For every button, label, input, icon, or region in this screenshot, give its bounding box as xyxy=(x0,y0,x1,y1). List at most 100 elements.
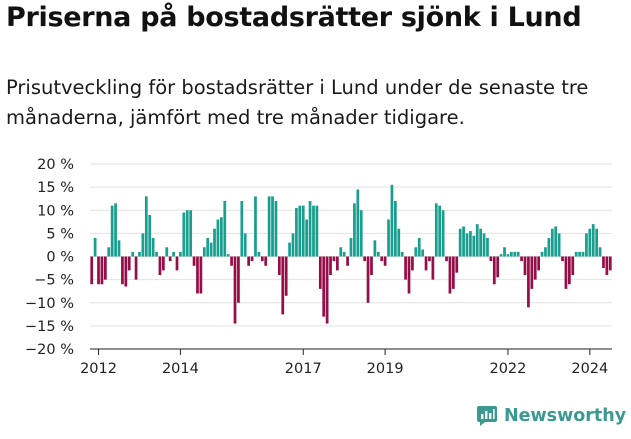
bar xyxy=(383,256,387,266)
bar xyxy=(509,251,513,257)
bar xyxy=(250,256,254,262)
bar xyxy=(370,256,373,275)
bar xyxy=(237,256,240,303)
bar xyxy=(544,247,547,257)
bar xyxy=(602,256,605,269)
bar xyxy=(513,251,517,257)
bar xyxy=(127,256,131,271)
bar xyxy=(110,205,114,257)
bar xyxy=(591,224,595,257)
bar xyxy=(479,228,483,257)
y-tick-label: −10 % xyxy=(25,296,74,312)
bar xyxy=(581,251,585,257)
chart-title: Priserna på bostadsrätter sjönk i Lund xyxy=(6,2,582,33)
y-tick-label: 0 % xyxy=(46,250,74,266)
bar xyxy=(489,256,493,262)
bar xyxy=(421,249,425,257)
last-value-annotation: −3 % xyxy=(563,0,604,4)
bar xyxy=(151,238,155,257)
bar xyxy=(441,210,445,257)
y-tick-label: 20 % xyxy=(37,157,74,173)
bar xyxy=(400,251,404,257)
bar xyxy=(417,238,421,257)
bar xyxy=(397,228,401,257)
bar xyxy=(540,251,544,257)
bar xyxy=(342,251,346,257)
bar xyxy=(571,256,575,275)
bar xyxy=(458,228,462,257)
bar xyxy=(315,205,319,257)
bar xyxy=(134,256,138,280)
bar xyxy=(240,201,244,257)
bar xyxy=(506,254,510,257)
newsworthy-logo[interactable]: Newsworthy xyxy=(476,405,626,427)
bar xyxy=(230,256,233,266)
bar xyxy=(179,251,182,257)
bar xyxy=(206,238,210,257)
x-tick-label: 2024 xyxy=(571,361,608,377)
bar xyxy=(462,226,465,257)
bar xyxy=(475,224,479,257)
bar xyxy=(414,247,418,257)
bar xyxy=(216,219,220,257)
bar xyxy=(281,256,285,315)
bar xyxy=(168,256,172,262)
bar xyxy=(199,256,203,294)
bar xyxy=(196,256,199,294)
bar xyxy=(155,251,158,257)
bar xyxy=(223,201,227,257)
bar xyxy=(411,256,414,271)
bar xyxy=(520,256,523,262)
bar xyxy=(554,226,558,257)
bar xyxy=(407,256,411,294)
bar xyxy=(185,210,189,257)
bar xyxy=(161,256,165,271)
bar xyxy=(165,247,169,257)
bar xyxy=(308,201,312,257)
bar xyxy=(172,251,175,257)
bar xyxy=(359,210,363,257)
x-tick-label: 2014 xyxy=(162,361,199,377)
bar xyxy=(284,256,288,296)
bar xyxy=(318,256,322,289)
bar xyxy=(346,256,349,266)
bar xyxy=(274,201,278,257)
bar xyxy=(356,189,360,257)
bar xyxy=(260,256,264,262)
bar xyxy=(366,256,370,303)
bar xyxy=(175,256,179,271)
logo-text: Newsworthy xyxy=(504,406,627,426)
bar xyxy=(561,256,564,262)
bar xyxy=(557,233,561,257)
bar xyxy=(312,205,315,257)
bar xyxy=(390,184,394,257)
bar xyxy=(445,256,448,262)
bar xyxy=(335,256,339,271)
bar xyxy=(305,219,309,257)
x-tick-label: 2012 xyxy=(80,361,117,377)
y-tick-label: 5 % xyxy=(46,226,74,242)
bar xyxy=(339,247,343,257)
bar xyxy=(131,251,135,257)
bar xyxy=(93,238,97,257)
bar xyxy=(486,238,489,257)
bar xyxy=(376,251,380,257)
bar xyxy=(533,256,537,280)
y-tick-label: −5 % xyxy=(34,273,74,289)
bar xyxy=(233,256,237,324)
bar xyxy=(332,256,336,262)
bar xyxy=(547,238,551,257)
bar xyxy=(451,256,455,289)
bar xyxy=(527,256,530,308)
bar xyxy=(103,256,107,280)
bar xyxy=(363,256,367,262)
bar xyxy=(496,256,500,278)
x-tick-label: 2019 xyxy=(367,361,404,377)
bar xyxy=(247,256,251,266)
y-tick-label: −15 % xyxy=(25,319,74,335)
bar xyxy=(209,242,213,257)
bar xyxy=(158,256,162,275)
bar xyxy=(114,203,117,257)
bar xyxy=(325,256,329,324)
bar xyxy=(564,256,568,289)
